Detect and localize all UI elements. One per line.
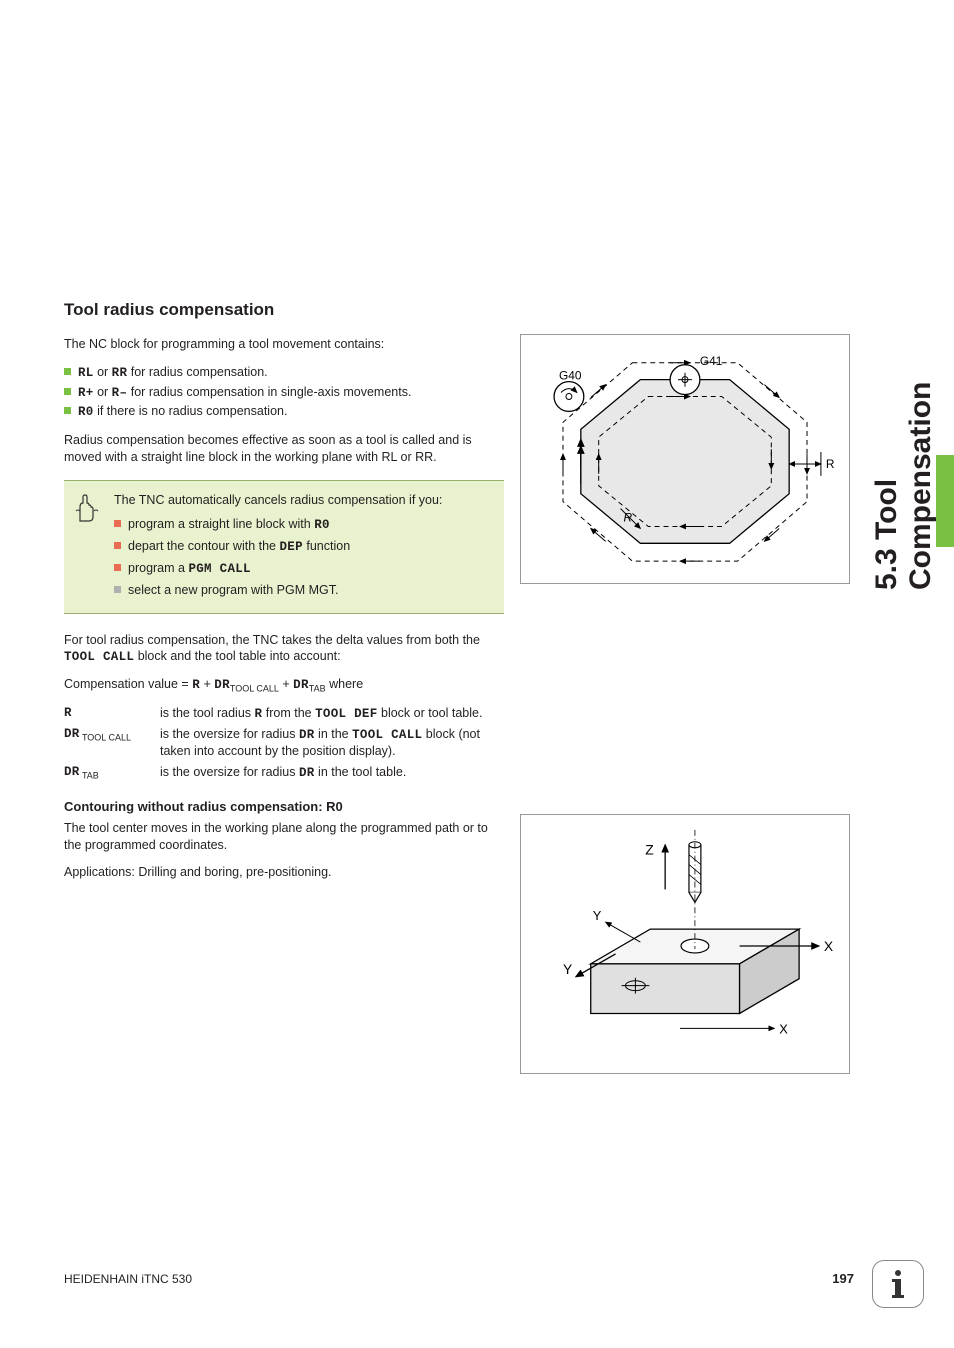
code-text: RR <box>112 366 128 380</box>
code-text: R0 <box>78 405 94 419</box>
note-item: program a straight line block with R0 <box>114 515 494 534</box>
y-axis-label: Y <box>563 961 572 977</box>
bullet-item: R+ or R– for radius compensation in sing… <box>64 383 504 403</box>
r-label: R <box>826 457 835 471</box>
def-row: DR TOOL CALL is the oversize for radius … <box>64 726 504 760</box>
bullet-item: R0 if there is no radius compensation. <box>64 402 504 422</box>
x-axis-label-2: X <box>779 1021 788 1036</box>
def-row: R is the tool radius R from the TOOL DEF… <box>64 705 504 722</box>
def-row: DR TAB is the oversize for radius DR in … <box>64 764 504 781</box>
g41-label: G41 <box>700 354 723 368</box>
z-axis-label: Z <box>645 842 654 858</box>
note-item: program a PGM CALL <box>114 559 494 578</box>
x-axis-label: X <box>824 938 833 954</box>
definition-table: R is the tool radius R from the TOOL DEF… <box>64 705 504 781</box>
note-item: select a new program with PGM MGT. <box>114 581 494 599</box>
footer-product: HEIDENHAIN iTNC 530 <box>64 1272 192 1286</box>
section-heading: Tool radius compensation <box>64 300 504 320</box>
hand-note-icon <box>74 493 100 523</box>
figures-column: G40 G41 R R <box>520 334 850 1104</box>
code-text: RL <box>78 366 94 380</box>
main-content: Tool radius compensation The NC block fo… <box>64 300 504 891</box>
paragraph: Applications: Drilling and boring, pre-p… <box>64 864 504 881</box>
figure-radius-compensation: G40 G41 R R <box>520 334 850 584</box>
paragraph: Radius compensation becomes effective as… <box>64 432 504 466</box>
side-section-title: 5.3 Tool Compensation <box>884 300 924 590</box>
r-italic-label: R <box>623 510 632 524</box>
figure-drilling: Z X Y X Y <box>520 814 850 1074</box>
code-text: R+ <box>78 386 94 400</box>
bullet-list: RL or RR for radius compensation. R+ or … <box>64 363 504 422</box>
note-list: program a straight line block with R0 de… <box>114 515 494 600</box>
sub-heading: Contouring without radius compensation: … <box>64 799 504 814</box>
note-lead: The TNC automatically cancels radius com… <box>114 491 494 509</box>
note-box: The TNC automatically cancels radius com… <box>64 480 504 614</box>
paragraph: For tool radius compensation, the TNC ta… <box>64 632 504 667</box>
info-icon <box>872 1260 924 1308</box>
y-axis-label-2: Y <box>593 908 602 923</box>
note-item: depart the contour with the DEP function <box>114 537 494 556</box>
intro-paragraph: The NC block for programming a tool move… <box>64 336 504 353</box>
g40-label: G40 <box>559 369 582 383</box>
page-footer: HEIDENHAIN iTNC 530 197 <box>64 1271 854 1286</box>
formula-line: Compensation value = R + DRTOOL CALL + D… <box>64 676 504 695</box>
bullet-item: RL or RR for radius compensation. <box>64 363 504 383</box>
paragraph: The tool center moves in the working pla… <box>64 820 504 854</box>
page-number: 197 <box>832 1271 854 1286</box>
code-text: R– <box>112 386 128 400</box>
side-accent-bar <box>936 455 954 547</box>
